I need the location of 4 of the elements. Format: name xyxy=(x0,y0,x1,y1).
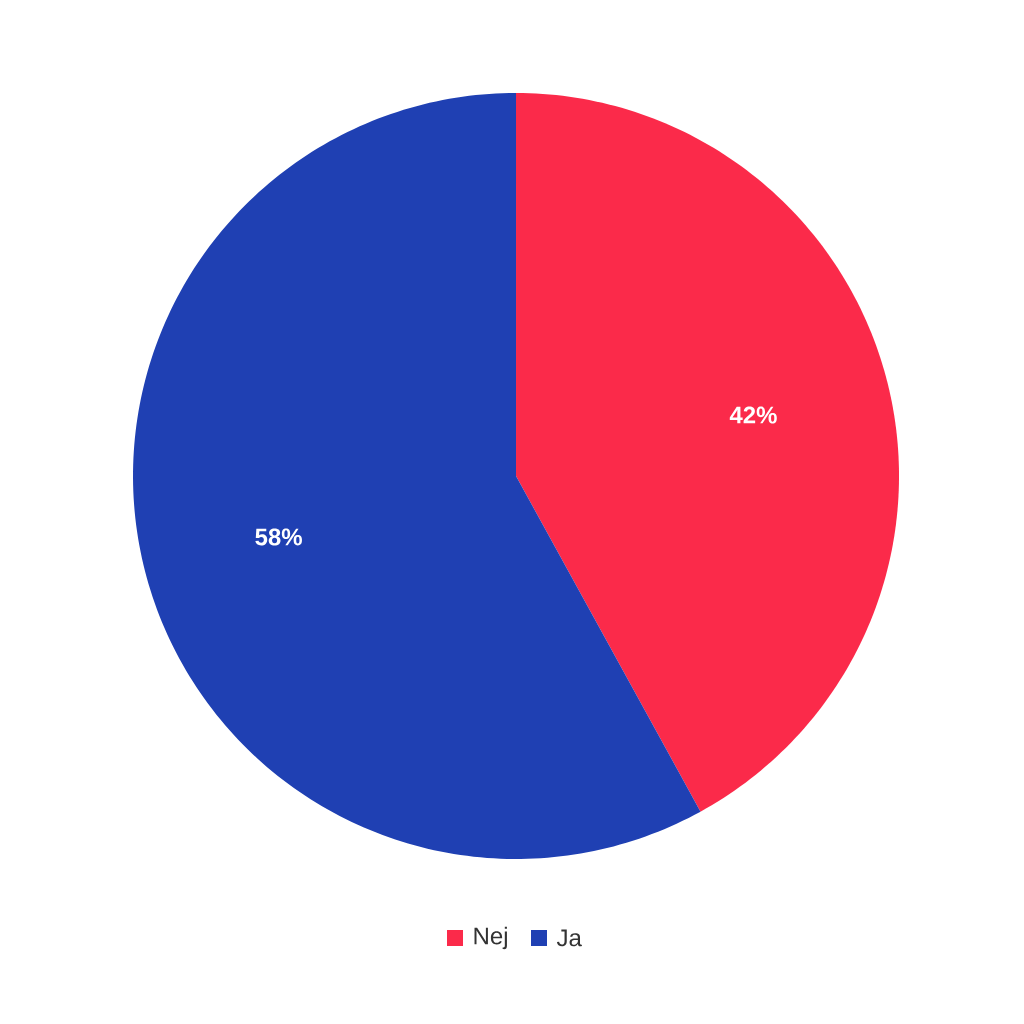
data-label: 42% xyxy=(729,406,777,424)
data-label: 58% xyxy=(255,528,302,546)
legend-label: Nej xyxy=(474,926,507,950)
legend-label: Ja xyxy=(556,929,582,947)
